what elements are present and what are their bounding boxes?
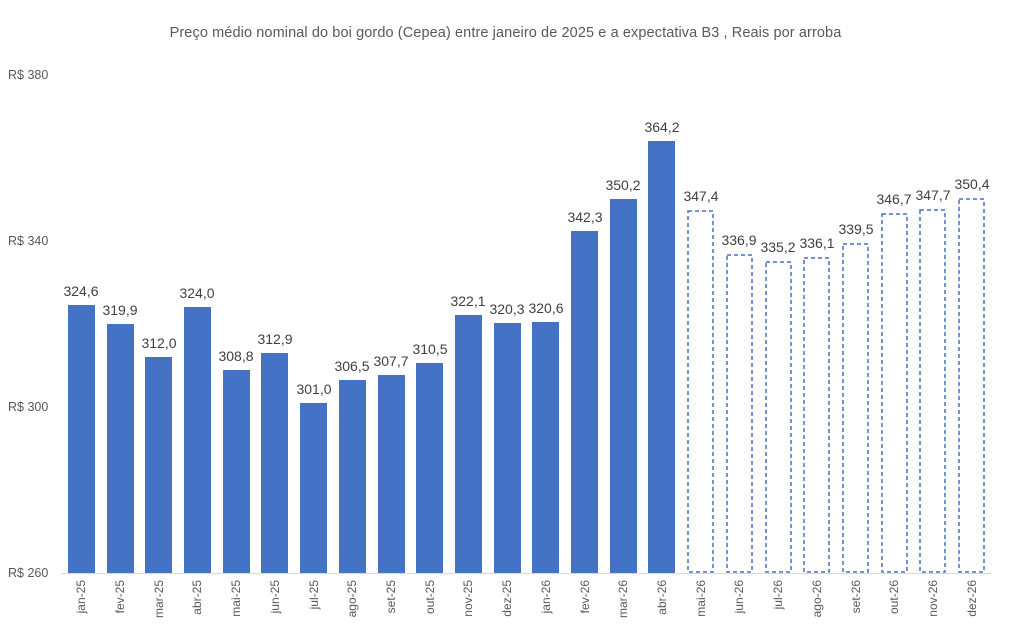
bar-mai-25	[223, 370, 250, 573]
value-label-fev-25: 319,9	[102, 302, 138, 318]
bar-mar-26	[610, 199, 637, 573]
bar-forecast-jul-26	[765, 261, 792, 573]
x-axis-label-set-25: set-25	[384, 580, 398, 614]
value-label-ago-25: 306,5	[334, 358, 370, 374]
x-axis-label-abr-26: abr-26	[655, 580, 669, 615]
bar-jun-25	[261, 353, 288, 573]
x-axis-label-fev-25: fev-25	[113, 580, 127, 614]
x-axis-label-out-26: out-26	[887, 580, 901, 615]
value-label-abr-25: 324,0	[179, 285, 215, 301]
value-label-jul-25: 301,0	[296, 381, 332, 397]
bar-jan-25	[68, 305, 95, 573]
y-axis-tick-label: R$ 380	[8, 68, 49, 82]
x-axis-label-jul-25: jul-25	[307, 580, 321, 610]
x-axis-label-nov-25: nov-25	[461, 580, 475, 617]
x-axis-label-set-26: set-26	[849, 580, 863, 614]
value-label-set-26: 339,5	[838, 221, 874, 237]
y-axis-tick-label: R$ 260	[8, 566, 49, 580]
value-label-dez-26: 350,4	[954, 176, 990, 192]
y-axis-tick-label: R$ 340	[8, 234, 49, 248]
value-label-nov-26: 347,7	[915, 187, 951, 203]
bar-forecast-out-26	[881, 213, 908, 573]
bar-abr-26	[648, 141, 675, 573]
bar-set-25	[378, 375, 405, 573]
y-axis-tick-label: R$ 300	[8, 400, 49, 414]
value-label-mar-26: 350,2	[605, 177, 641, 193]
x-axis-label-mai-26: mai-26	[694, 580, 708, 617]
bar-mar-25	[145, 357, 172, 573]
x-axis-label-dez-26: dez-26	[965, 580, 979, 617]
bar-forecast-jun-26	[726, 254, 753, 573]
value-label-mai-26: 347,4	[683, 188, 719, 204]
x-axis-line	[62, 573, 991, 574]
value-label-jun-25: 312,9	[257, 331, 293, 347]
value-label-jan-26: 320,6	[528, 300, 564, 316]
bar-fev-26	[571, 231, 598, 573]
value-label-jun-26: 336,9	[721, 232, 757, 248]
value-label-nov-25: 322,1	[450, 293, 486, 309]
x-axis-label-mai-25: mai-25	[229, 580, 243, 617]
bar-forecast-dez-26	[958, 198, 985, 573]
bar-ago-25	[339, 380, 366, 573]
x-axis-label-abr-25: abr-25	[190, 580, 204, 615]
value-label-mai-25: 308,8	[218, 348, 254, 364]
bar-forecast-mai-26	[687, 210, 714, 573]
value-label-abr-26: 364,2	[644, 119, 680, 135]
value-label-jul-26: 335,2	[760, 239, 796, 255]
value-label-out-26: 346,7	[876, 191, 912, 207]
bar-jan-26	[532, 322, 559, 573]
bar-nov-25	[455, 315, 482, 573]
value-label-set-25: 307,7	[373, 353, 409, 369]
x-axis-label-mar-25: mar-25	[152, 580, 166, 619]
x-axis-label-ago-26: ago-26	[810, 580, 824, 618]
bar-dez-25	[494, 323, 521, 573]
value-label-ago-26: 336,1	[799, 235, 835, 251]
x-axis-label-jul-26: jul-26	[771, 580, 785, 610]
bar-forecast-ago-26	[803, 257, 830, 573]
x-axis-label-jan-26: jan-26	[539, 580, 553, 614]
value-label-out-25: 310,5	[412, 341, 448, 357]
value-label-mar-25: 312,0	[141, 335, 177, 351]
bar-fev-25	[107, 324, 134, 573]
x-axis-label-jun-25: jun-25	[268, 580, 282, 614]
x-axis-label-ago-25: ago-25	[345, 580, 359, 618]
x-axis-label-out-25: out-25	[423, 580, 437, 615]
x-axis-label-fev-26: fev-26	[578, 580, 592, 614]
bar-abr-25	[184, 307, 211, 573]
chart-title: Preço médio nominal do boi gordo (Cepea)…	[169, 25, 842, 41]
bar-forecast-set-26	[842, 243, 869, 573]
x-axis-label-jun-26: jun-26	[732, 580, 746, 614]
x-axis-label-dez-25: dez-25	[500, 580, 514, 617]
value-label-dez-25: 320,3	[489, 301, 525, 317]
x-axis-label-nov-26: nov-26	[926, 580, 940, 617]
bar-jul-25	[300, 403, 327, 573]
value-label-jan-25: 324,6	[63, 283, 99, 299]
x-axis-label-mar-26: mar-26	[616, 580, 630, 619]
bar-out-25	[416, 363, 443, 573]
value-label-fev-26: 342,3	[567, 209, 603, 225]
x-axis-label-jan-25: jan-25	[74, 580, 88, 614]
bar-forecast-nov-26	[919, 209, 946, 573]
